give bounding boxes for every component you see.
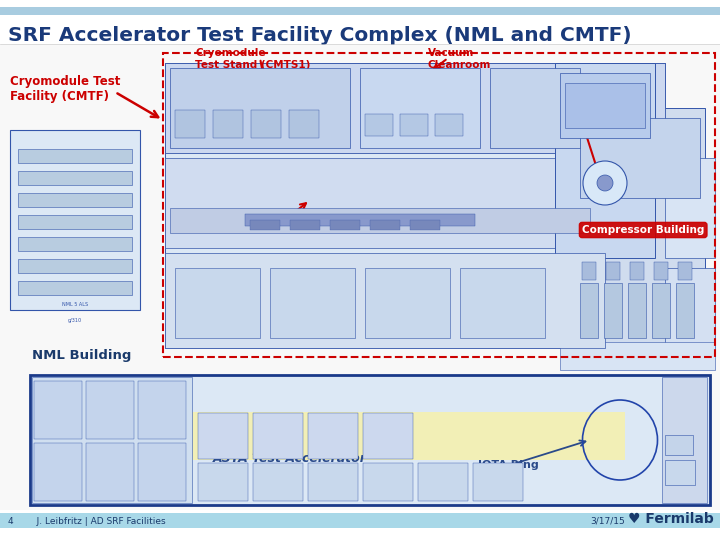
Bar: [330, 220, 360, 230]
Bar: [363, 463, 413, 501]
Bar: [0, 7, 720, 15]
Text: Cryomodule Test
Facility (CMTF): Cryomodule Test Facility (CMTF): [10, 75, 120, 103]
Bar: [198, 413, 248, 459]
Bar: [654, 262, 668, 280]
Bar: [580, 283, 598, 338]
Bar: [678, 262, 692, 280]
Bar: [86, 443, 134, 501]
Bar: [360, 68, 480, 148]
Bar: [10, 130, 140, 310]
Bar: [18, 149, 132, 163]
Bar: [165, 158, 605, 248]
Bar: [662, 377, 707, 503]
Text: NML 5 ALS: NML 5 ALS: [62, 302, 88, 307]
Bar: [30, 375, 710, 505]
Bar: [370, 220, 400, 230]
Bar: [175, 268, 260, 338]
Bar: [418, 463, 468, 501]
Bar: [473, 463, 523, 501]
Bar: [560, 342, 715, 370]
Bar: [18, 259, 132, 273]
Bar: [665, 268, 715, 348]
Bar: [308, 413, 358, 459]
Text: PXIE Accelerator: PXIE Accelerator: [215, 222, 319, 232]
Text: NML Building: NML Building: [32, 349, 131, 362]
Bar: [308, 463, 358, 501]
Bar: [575, 108, 705, 348]
Circle shape: [597, 175, 613, 191]
Bar: [32, 377, 192, 503]
Text: Vacuum
Cleanroom: Vacuum Cleanroom: [428, 48, 491, 70]
Bar: [165, 63, 665, 153]
Bar: [138, 381, 186, 439]
Text: SRF Accelerator Test Facility Complex (NML and CMTF): SRF Accelerator Test Facility Complex (N…: [8, 26, 631, 45]
Bar: [555, 63, 655, 258]
Bar: [34, 381, 82, 439]
Bar: [365, 268, 450, 338]
Bar: [363, 413, 413, 459]
Text: ♥ Fermilab: ♥ Fermilab: [628, 512, 714, 526]
Bar: [665, 460, 695, 485]
Bar: [460, 268, 545, 338]
Bar: [676, 283, 694, 338]
Bar: [165, 63, 665, 348]
Bar: [582, 262, 596, 280]
Text: Cryogenic
Cold Boxes: Cryogenic Cold Boxes: [545, 82, 610, 104]
Bar: [18, 171, 132, 185]
Bar: [245, 214, 475, 226]
Bar: [163, 53, 715, 357]
Bar: [34, 443, 82, 501]
Bar: [628, 283, 646, 338]
Text: 4        J. Leibfritz | AD SRF Facilities: 4 J. Leibfritz | AD SRF Facilities: [8, 516, 166, 525]
Bar: [560, 73, 650, 138]
Bar: [198, 463, 248, 501]
Bar: [580, 118, 700, 198]
Bar: [630, 262, 644, 280]
Bar: [435, 114, 463, 136]
Bar: [365, 114, 393, 136]
Bar: [270, 268, 355, 338]
Bar: [170, 68, 350, 148]
Text: Compressor Building: Compressor Building: [582, 225, 704, 235]
Bar: [213, 110, 243, 138]
Bar: [665, 435, 693, 455]
Bar: [165, 253, 605, 348]
Bar: [253, 413, 303, 459]
Bar: [400, 114, 428, 136]
Bar: [606, 262, 620, 280]
Text: 3/17/15: 3/17/15: [590, 516, 625, 525]
Bar: [410, 220, 440, 230]
Bar: [30, 375, 710, 505]
Bar: [665, 158, 715, 258]
Bar: [175, 110, 205, 138]
Text: ASTA Test Accelerator: ASTA Test Accelerator: [213, 451, 367, 464]
Bar: [170, 208, 590, 233]
Bar: [0, 513, 720, 528]
Text: IOTA Ring: IOTA Ring: [478, 460, 539, 470]
Bar: [251, 110, 281, 138]
Bar: [86, 381, 134, 439]
Text: g/310: g/310: [68, 318, 82, 323]
Bar: [289, 110, 319, 138]
Bar: [253, 463, 303, 501]
Circle shape: [583, 161, 627, 205]
Text: Cryomodule
Test Stand (CMTS1): Cryomodule Test Stand (CMTS1): [195, 48, 310, 70]
Bar: [18, 237, 132, 251]
Bar: [290, 220, 320, 230]
Bar: [652, 283, 670, 338]
Bar: [0, 365, 720, 510]
Bar: [138, 443, 186, 501]
Bar: [0, 45, 720, 370]
Bar: [490, 68, 580, 148]
Bar: [35, 412, 625, 460]
Bar: [18, 193, 132, 207]
Bar: [604, 283, 622, 338]
Bar: [250, 220, 280, 230]
Bar: [18, 281, 132, 295]
Bar: [18, 215, 132, 229]
Bar: [565, 83, 645, 128]
